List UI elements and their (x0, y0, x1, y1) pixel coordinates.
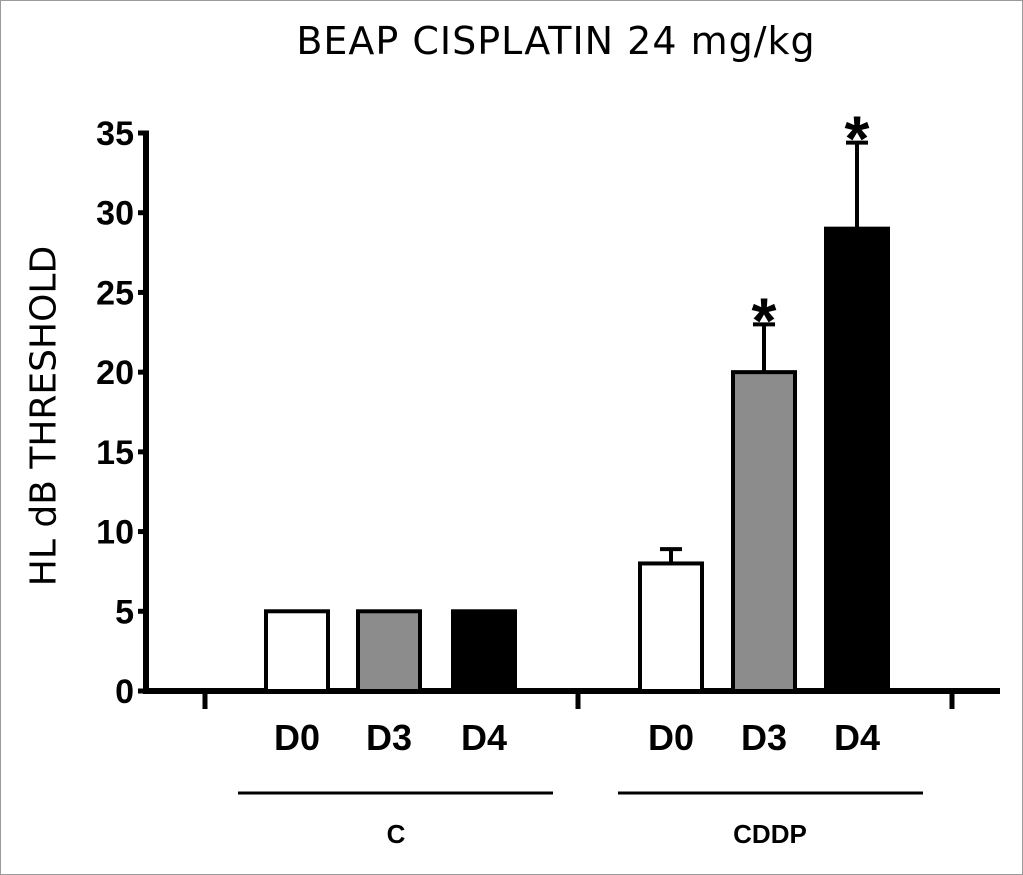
y-tick-label: 35 (96, 115, 134, 153)
bar-c-d3 (356, 609, 422, 693)
y-tick-label: 15 (96, 434, 134, 472)
chart-title: BEAP CISPLATIN 24 mg/kg (296, 19, 816, 63)
x-category-label: D4 (461, 717, 507, 758)
significance-star: * (752, 284, 777, 356)
x-category-label: D4 (834, 717, 880, 758)
x-category-label: D3 (366, 717, 412, 758)
group-label-cddp: CDDP (733, 819, 807, 849)
bar-c-d4 (451, 609, 517, 693)
bar-cddp-d4 (824, 226, 890, 694)
bar-cddp-d0 (638, 561, 704, 694)
y-tick-label: 10 (96, 514, 134, 552)
y-tick-label: 25 (96, 274, 134, 312)
bar-cddp-d3 (731, 370, 797, 693)
y-tick-label: 0 (115, 673, 134, 711)
y-tick-label: 20 (96, 354, 134, 392)
y-tick-label: 30 (96, 195, 134, 233)
x-category-label: D0 (648, 717, 694, 758)
group-label-c: C (386, 819, 406, 849)
x-category-label: D0 (274, 717, 320, 758)
significance-star: * (845, 103, 870, 175)
x-category-label: D3 (741, 717, 787, 758)
bar-c-d0 (264, 609, 330, 693)
y-tick-label: 5 (115, 593, 134, 631)
